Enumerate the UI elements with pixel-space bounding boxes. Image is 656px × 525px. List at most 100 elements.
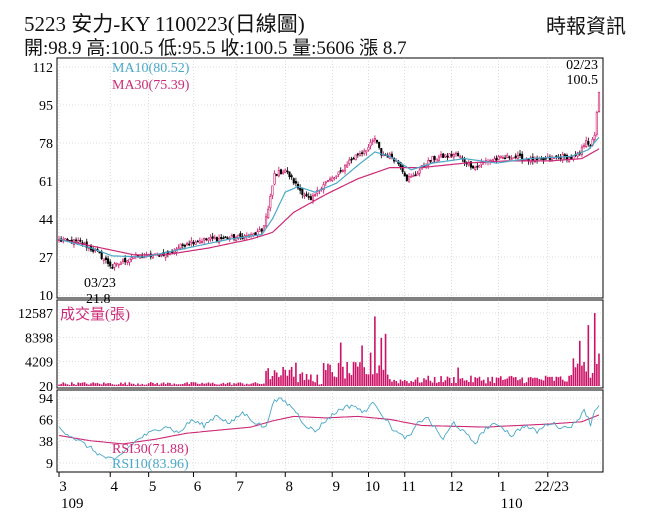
candle-body — [514, 155, 517, 158]
volume-bar — [504, 379, 506, 386]
candle-body — [350, 158, 353, 161]
volume-bar — [482, 379, 485, 386]
volume-bar — [295, 362, 297, 386]
low-annotation-value: 21.8 — [86, 292, 111, 307]
volume-bar — [305, 373, 308, 386]
candle-body — [544, 158, 547, 160]
candle-body — [412, 175, 415, 177]
candle-body — [230, 235, 233, 238]
volume-bar — [141, 383, 144, 386]
month-label: 6 — [194, 479, 202, 495]
volume-bar — [171, 384, 173, 386]
volume-bar — [412, 381, 415, 386]
volume-bar — [143, 384, 146, 386]
volume-bar — [248, 384, 250, 386]
volume-bar — [241, 383, 244, 386]
candle-body — [288, 171, 291, 178]
volume-bar — [275, 372, 278, 386]
candle-body — [407, 176, 411, 183]
volume-bar — [122, 383, 124, 386]
volume-bar — [459, 378, 462, 386]
candle-body — [290, 175, 293, 178]
rsi-tick-label: 66 — [39, 413, 53, 428]
volume-y-axis: 12587 8398 4209 20 — [18, 307, 53, 395]
volume-bar — [177, 384, 180, 386]
volume-bar — [222, 382, 225, 386]
volume-bar — [384, 333, 387, 386]
volume-bar — [205, 383, 208, 386]
candle-body — [279, 169, 283, 174]
volume-bar — [508, 376, 511, 386]
candle-body — [218, 237, 221, 243]
volume-bar — [517, 380, 519, 386]
volume-bar — [175, 384, 178, 386]
volume-bar — [299, 373, 301, 386]
ma10-line — [58, 137, 600, 258]
candle-body — [348, 159, 351, 164]
volume-bar — [529, 376, 532, 386]
month-label: 12 — [448, 479, 463, 495]
volume-bar — [203, 383, 205, 386]
volume-bar — [376, 373, 378, 386]
volume-bar — [500, 376, 502, 386]
volume-bar — [342, 366, 344, 386]
candle-body — [128, 258, 131, 263]
candle-body — [190, 240, 193, 243]
candle-body — [431, 155, 434, 163]
grid — [57, 58, 603, 472]
high-annotation-value: 100.5 — [567, 73, 599, 88]
volume-bar — [397, 383, 400, 386]
candlesticks — [57, 91, 601, 271]
candle-body — [467, 161, 470, 166]
candle-body — [284, 169, 287, 173]
volume-bar — [435, 382, 438, 386]
volume-bar — [164, 384, 167, 386]
volume-bar — [188, 384, 190, 386]
volume-bar — [468, 381, 470, 386]
month-label: 22/23 — [535, 479, 569, 495]
candle-body — [275, 174, 278, 176]
candle-body — [499, 155, 502, 159]
candle-body — [75, 239, 78, 242]
candle-body — [292, 178, 295, 184]
volume-bar — [495, 377, 498, 386]
candle-body — [365, 150, 368, 153]
candle-body — [495, 157, 498, 161]
month-label: 5 — [149, 479, 157, 495]
candle-body — [339, 170, 342, 172]
volume-bar — [570, 375, 573, 386]
candle-body — [442, 153, 445, 158]
volume-bar — [393, 379, 395, 386]
candle-body — [224, 236, 227, 239]
candle-body — [115, 262, 118, 265]
candle-body — [378, 141, 381, 148]
volume-bar — [549, 376, 551, 386]
price-tick-label: 112 — [33, 61, 53, 76]
volume-bar — [258, 383, 261, 386]
candle-body — [433, 156, 436, 160]
volume-bar — [162, 382, 165, 386]
candle-body — [282, 171, 285, 174]
volume-bar — [585, 371, 587, 386]
candle-body — [196, 240, 199, 243]
candle-body — [239, 233, 242, 237]
volume-bar — [538, 379, 541, 386]
candle-body — [192, 241, 195, 245]
volume-bar — [367, 374, 370, 386]
candle-body — [367, 146, 370, 151]
price-tick-label: 44 — [39, 213, 53, 228]
volume-bar — [598, 353, 600, 386]
candle-body — [510, 158, 513, 160]
volume-bar — [320, 384, 323, 386]
candle-body — [418, 169, 421, 174]
price-y-axis: 112 95 78 61 44 27 10 — [33, 61, 53, 304]
candle-body — [205, 238, 208, 241]
candle-body — [529, 157, 532, 163]
candle-body — [299, 187, 302, 191]
candle-body — [269, 196, 272, 209]
candle-body — [186, 243, 189, 245]
volume-bar — [192, 382, 195, 386]
volume-bar — [90, 383, 92, 386]
legend-ma10: MA10(80.52) — [112, 61, 190, 76]
volume-bar — [578, 340, 581, 386]
